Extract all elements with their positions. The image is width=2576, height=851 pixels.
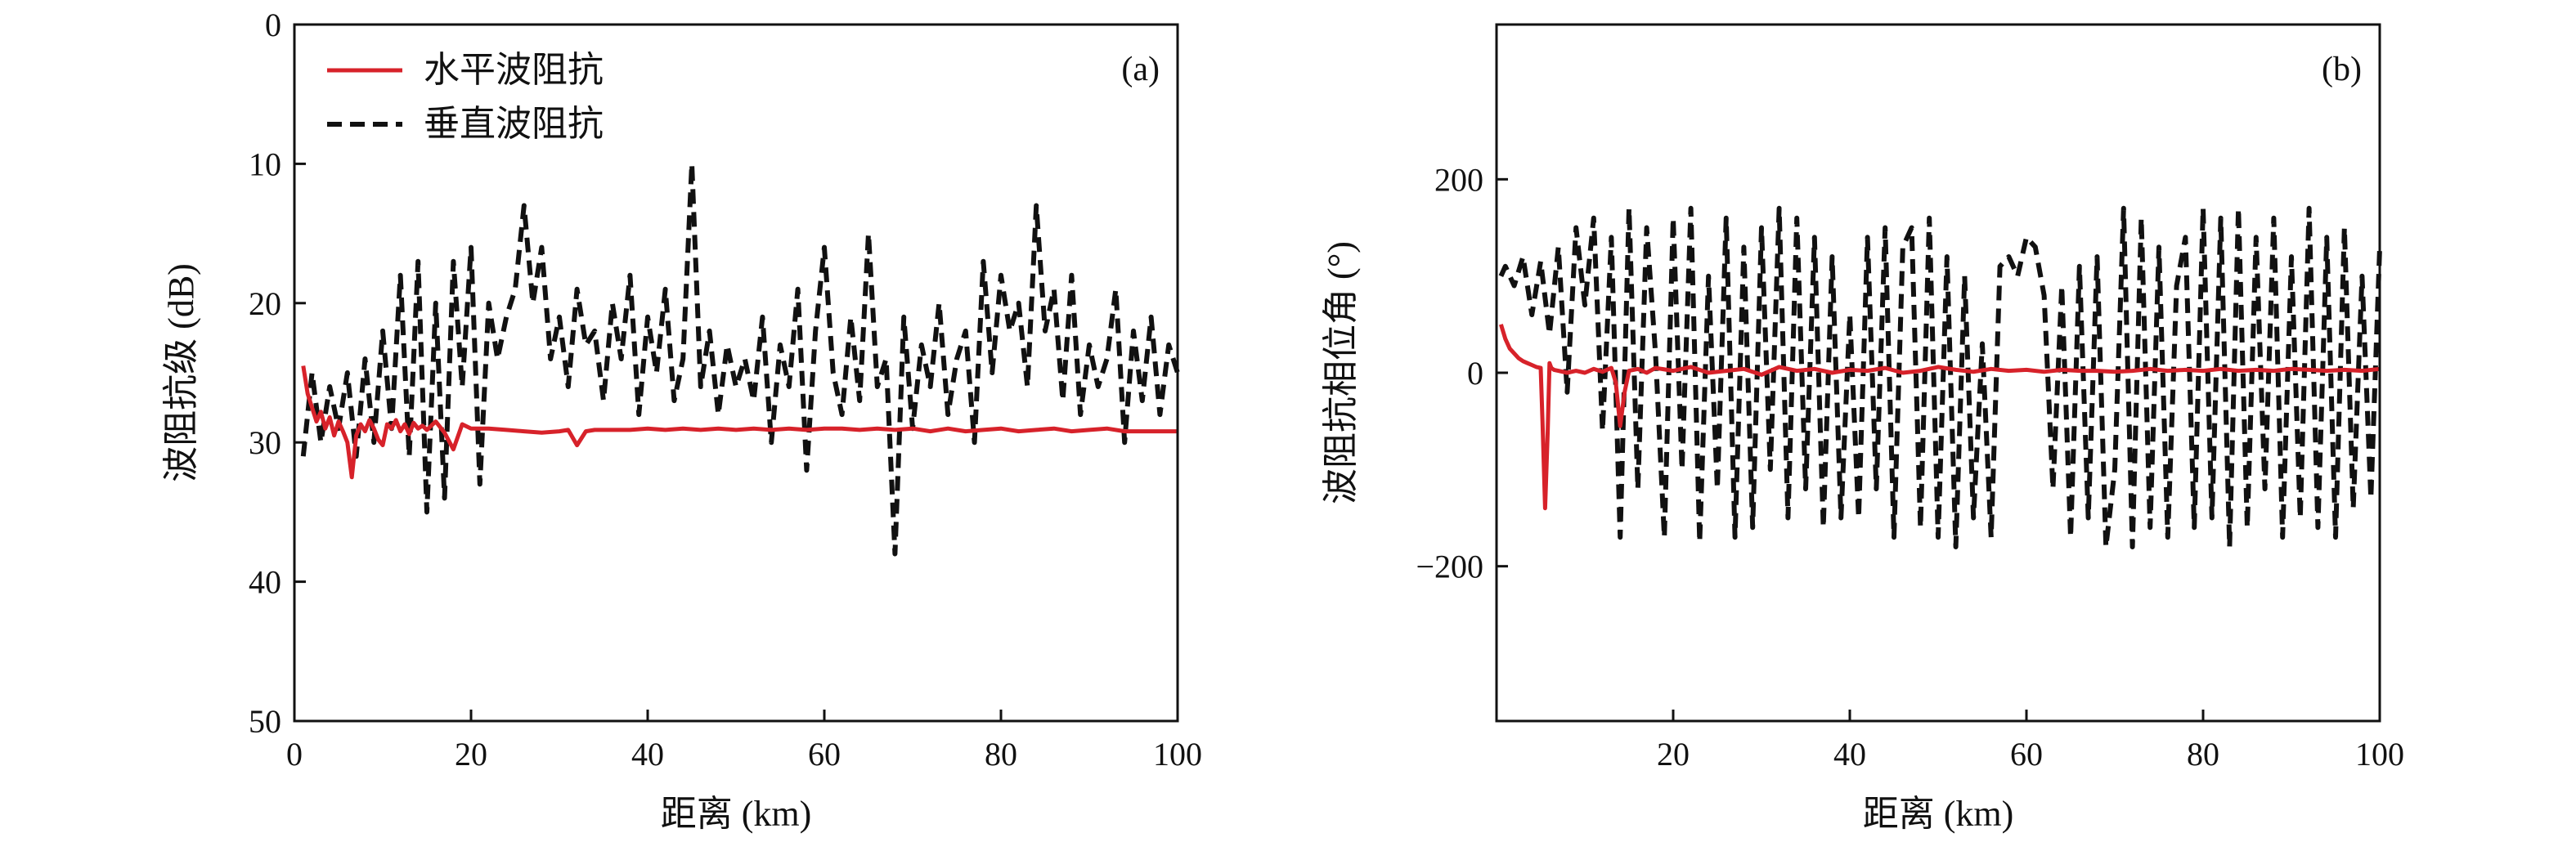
x-tick-label: 0 <box>286 736 303 773</box>
y-tick-label: 40 <box>249 564 281 601</box>
legend-label-horizontal: 水平波阻抗 <box>424 50 604 90</box>
panel-a-series-group <box>300 161 1180 557</box>
x-tick-label: 40 <box>1833 736 1866 773</box>
y-tick-label: 30 <box>249 424 281 461</box>
series-line-horizontal <box>301 365 1178 480</box>
y-tick-label: 0 <box>1467 355 1483 392</box>
y-tick-label: 50 <box>249 703 281 740</box>
y-tick-label: 20 <box>249 285 281 322</box>
x-tick-label: 100 <box>2355 736 2404 773</box>
panel-a-x-axis-label: 距离 (km) <box>661 794 812 834</box>
x-tick-label: 60 <box>2010 736 2043 773</box>
panel-a-plot-area: 0 20 40 60 80 100 0 10 20 30 40 50 <box>249 7 1202 773</box>
panel-b-x-axis-label: 距离 (km) <box>1863 794 2014 834</box>
y-tick-label: 0 <box>265 7 281 43</box>
panel-a: 0 20 40 60 80 100 0 10 20 30 40 50 距离 (km) 波阻抗级 (dB… <box>161 7 1202 834</box>
panel-b-ticks: 20 40 60 80 100 −200 0 200 <box>1416 161 2404 773</box>
series-line-vertical <box>1498 205 2382 549</box>
y-tick-label: 200 <box>1434 161 1483 198</box>
panel-b-label: (b) <box>2322 51 2362 88</box>
panel-a-y-axis-label: 波阻抗级 (dB) <box>161 263 201 482</box>
y-tick-label: 10 <box>249 146 281 182</box>
y-tick-label: −200 <box>1416 549 1483 585</box>
x-tick-label: 60 <box>808 736 841 773</box>
panel-b: 20 40 60 80 100 −200 0 200 距离 (km) 波阻抗相位角 (°) (… <box>1321 23 2404 834</box>
panel-a-label: (a) <box>1121 51 1160 88</box>
x-tick-label: 40 <box>631 736 664 773</box>
panel-b-y-axis-label: 波阻抗相位角 (°) <box>1321 241 1361 504</box>
x-tick-label: 20 <box>1657 736 1690 773</box>
panel-b-series-group <box>1498 205 2382 549</box>
panel-a-plot-frame <box>293 23 1179 723</box>
panel-a-ticks: 0 20 40 60 80 100 0 10 20 30 40 50 <box>249 7 1202 773</box>
x-tick-label: 20 <box>455 736 487 773</box>
legend-label-vertical: 垂直波阻抗 <box>424 104 604 144</box>
panel-b-plot-area: 20 40 60 80 100 −200 0 200 <box>1416 23 2404 773</box>
legend: 水平波阻抗 垂直波阻抗 <box>327 50 604 144</box>
x-tick-label: 80 <box>2187 736 2219 773</box>
series-line-vertical <box>300 161 1180 557</box>
x-tick-label: 100 <box>1153 736 1202 773</box>
x-tick-label: 80 <box>985 736 1017 773</box>
series-line-horizontal <box>1499 324 2381 511</box>
